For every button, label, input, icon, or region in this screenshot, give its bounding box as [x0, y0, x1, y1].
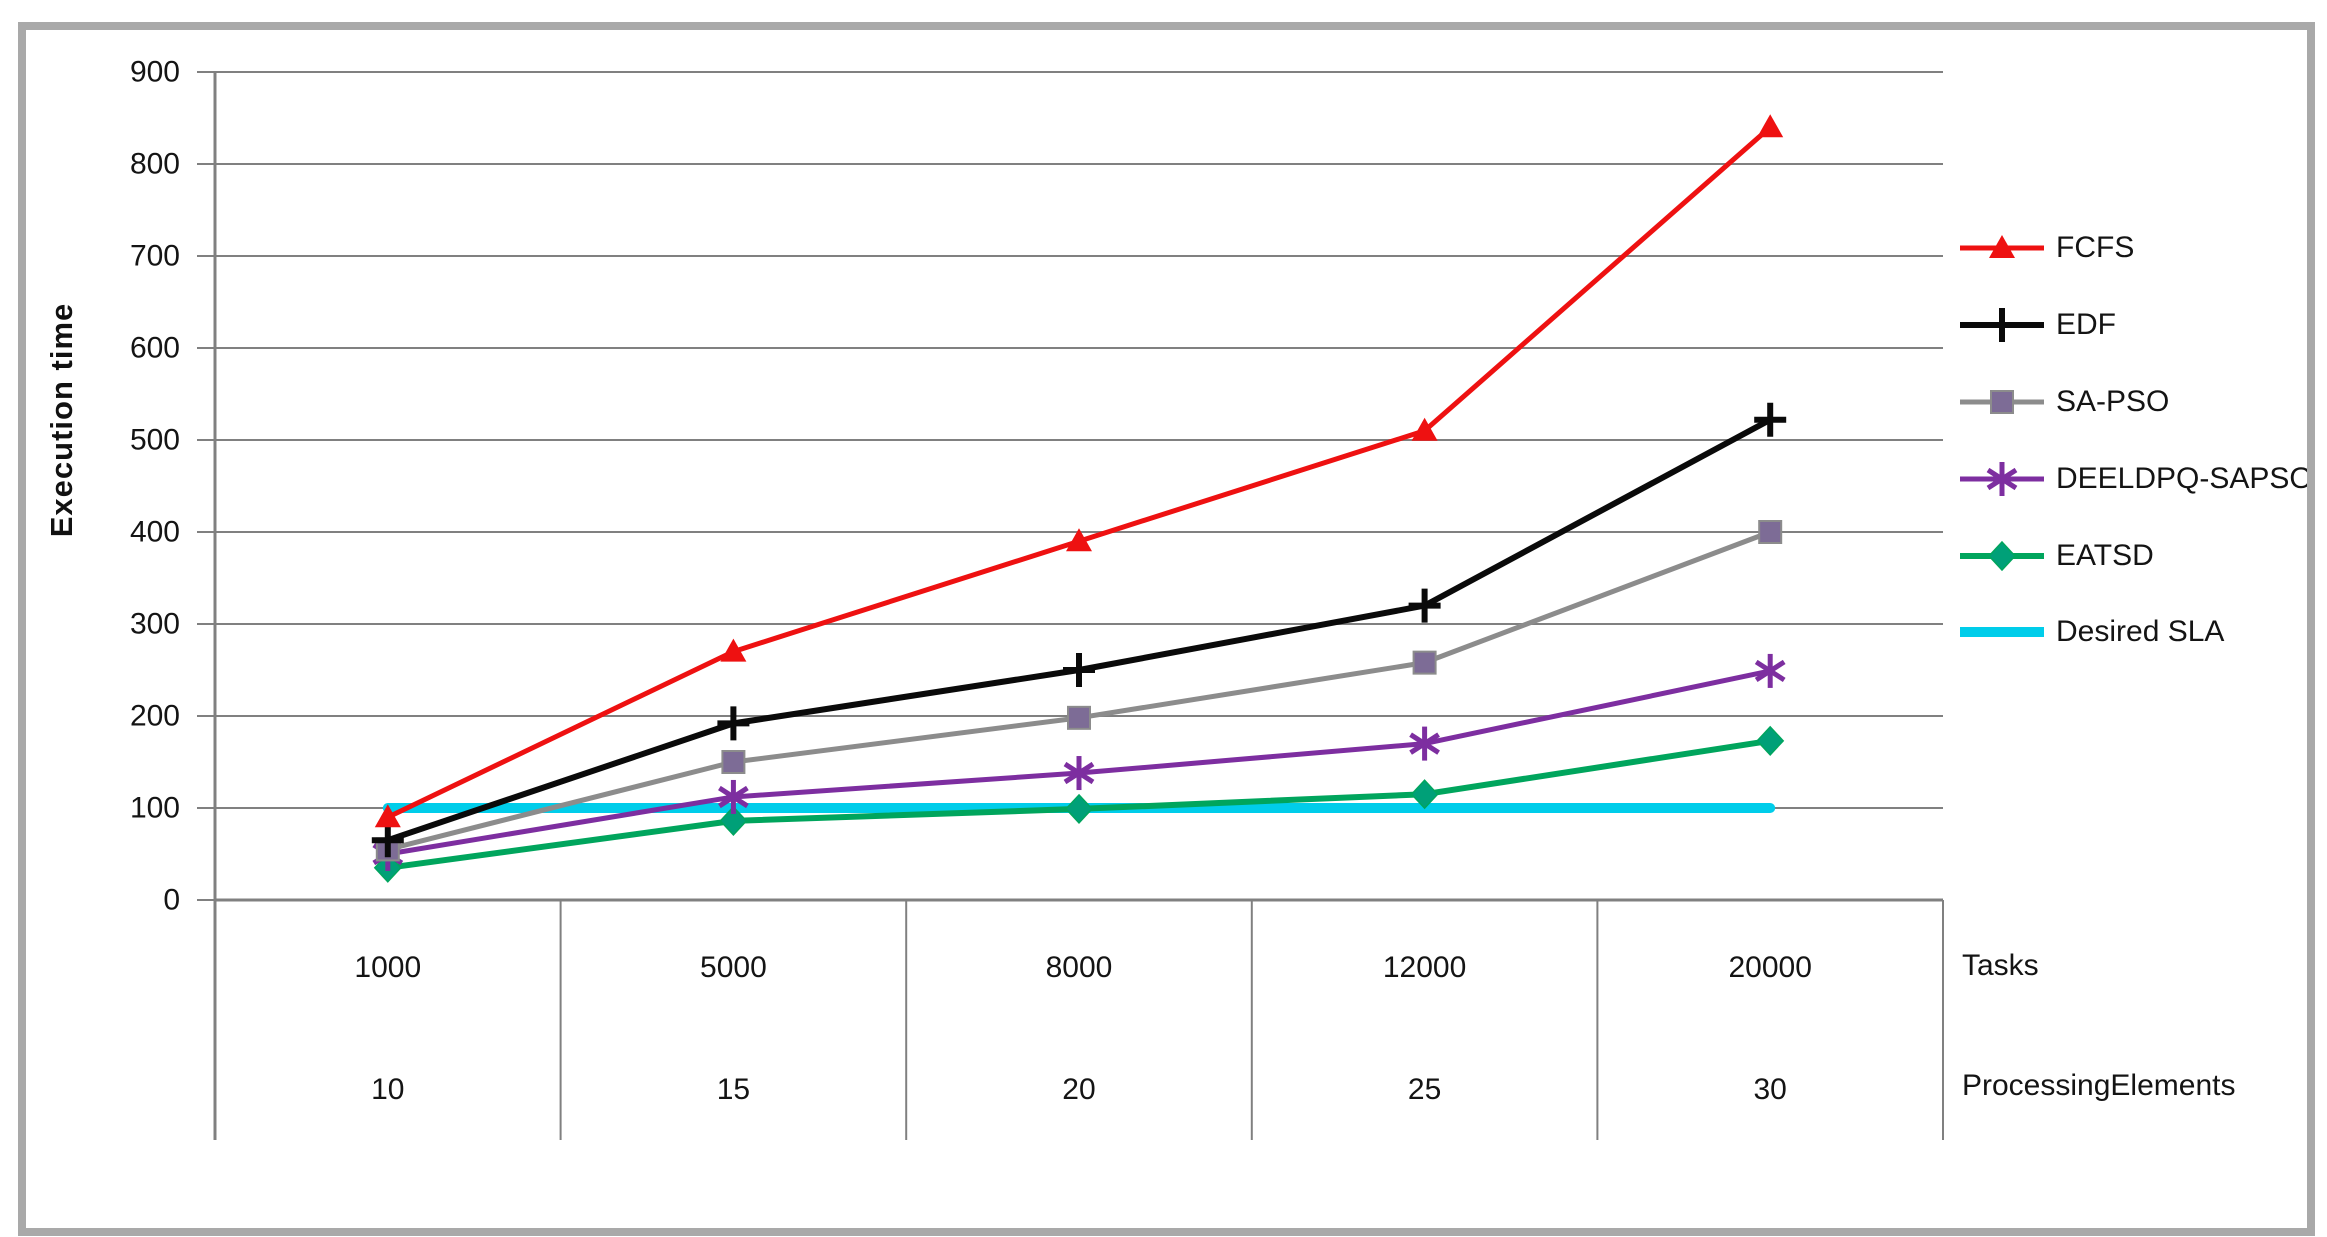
- processing-elements-value: 20: [1062, 1073, 1096, 1106]
- series-edf: [371, 402, 1787, 858]
- processing-elements-value: 10: [371, 1073, 405, 1106]
- svg-text:800: 800: [130, 148, 180, 181]
- x-axis-row-label-tasks: Tasks: [1962, 949, 2039, 982]
- svg-text:0: 0: [163, 884, 180, 917]
- x-axis-processing-elements-row: 10 15 20 25 30: [215, 1073, 1943, 1107]
- svg-text:100: 100: [130, 792, 180, 825]
- svg-text:700: 700: [130, 240, 180, 273]
- processing-elements-value: 15: [716, 1073, 751, 1106]
- svg-text:500: 500: [130, 424, 180, 457]
- legend-item-edf: EDF: [1958, 287, 2313, 364]
- legend-item-fcfs: FCFS: [1958, 210, 2313, 287]
- svg-text:200: 200: [130, 700, 180, 733]
- x-axis-tasks-row: 1000 5000 8000 12000 20000: [215, 951, 1943, 985]
- legend-label: EATSD: [2056, 538, 2154, 572]
- legend-marker-square: [1960, 389, 2044, 414]
- tasks-value: 1000: [354, 951, 422, 984]
- svg-text:400: 400: [130, 516, 180, 549]
- legend: FCFS EDF SA-PSO DEELDPQ-SAPSO EATSD Desired S…: [1958, 210, 2313, 671]
- legend-label: DEELDPQ-SAPSO: [2056, 461, 2313, 495]
- processing-elements-value: 25: [1407, 1073, 1442, 1106]
- legend-item-eatsd: EATSD: [1958, 517, 2313, 594]
- svg-text:600: 600: [130, 332, 180, 365]
- x-axis-row-label-processing-elements: ProcessingElements: [1962, 1069, 2236, 1102]
- tasks-value: 20000: [1728, 951, 1812, 984]
- y-axis-title: Execution time: [44, 302, 79, 538]
- legend-item-sa-pso: SA-PSO: [1958, 364, 2313, 441]
- legend-item-desired-sla: Desired SLA: [1958, 594, 2313, 671]
- legend-label: Desired SLA: [2056, 615, 2225, 649]
- series-sa-pso: [375, 520, 1783, 862]
- svg-text:300: 300: [130, 608, 180, 641]
- tasks-value: 5000: [700, 951, 767, 984]
- legend-marker-asterisk: [1960, 461, 2044, 496]
- processing-elements-value: 30: [1753, 1073, 1787, 1106]
- series-eatsd: [373, 725, 1785, 883]
- svg-text:900: 900: [130, 56, 180, 89]
- legend-item-deeldpq-sapso: DEELDPQ-SAPSO: [1958, 440, 2313, 517]
- x-axis-table-lines: [214, 900, 1944, 1140]
- gridlines: [215, 71, 1943, 809]
- legend-marker-triangle: [1960, 235, 2044, 259]
- legend-label: FCFS: [2056, 231, 2135, 265]
- legend-label: SA-PSO: [2056, 384, 2170, 418]
- tasks-value: 8000: [1045, 951, 1113, 984]
- legend-marker-none: [1960, 627, 2044, 638]
- legend-marker-plus: [1960, 308, 2044, 343]
- series-fcfs: [374, 114, 1784, 828]
- legend-label: EDF: [2056, 308, 2116, 342]
- legend-marker-diamond: [1960, 540, 2044, 571]
- tasks-value: 12000: [1382, 951, 1467, 984]
- y-tick-labels: 0 100 200 300 400 500 600 700 800 900: [130, 56, 180, 917]
